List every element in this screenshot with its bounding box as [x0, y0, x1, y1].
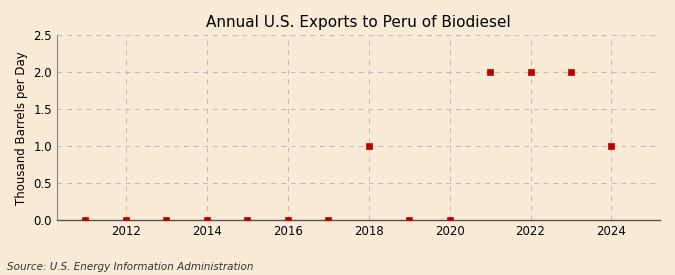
Text: Source: U.S. Energy Information Administration: Source: U.S. Energy Information Administ…: [7, 262, 253, 272]
Title: Annual U.S. Exports to Peru of Biodiesel: Annual U.S. Exports to Peru of Biodiesel: [206, 15, 511, 30]
Y-axis label: Thousand Barrels per Day: Thousand Barrels per Day: [15, 51, 28, 205]
